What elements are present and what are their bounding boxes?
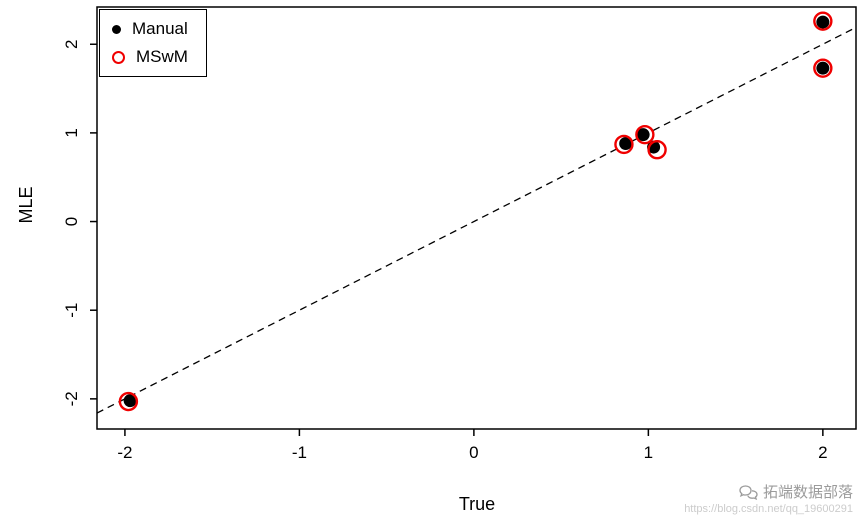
- svg-text:2: 2: [62, 40, 81, 49]
- manual-marker-icon: [112, 24, 121, 34]
- svg-text:1: 1: [644, 443, 653, 462]
- x-axis-title: True: [458, 494, 496, 514]
- svg-text:2: 2: [818, 443, 827, 462]
- legend: Manual MSwM: [99, 9, 207, 77]
- legend-item-manual: Manual: [112, 18, 188, 40]
- legend-item-mswm: MSwM: [112, 46, 188, 68]
- svg-text:0: 0: [469, 443, 478, 462]
- svg-text:-1: -1: [292, 443, 307, 462]
- svg-text:1: 1: [62, 128, 81, 137]
- legend-label-manual: Manual: [132, 19, 188, 38]
- legend-label-mswm: MSwM: [136, 47, 188, 66]
- watermark: 拓端数据部落 https://blog.csdn.net/qq_19600291: [684, 484, 853, 518]
- watermark-url: https://blog.csdn.net/qq_19600291: [684, 503, 853, 516]
- svg-text:-1: -1: [62, 303, 81, 318]
- watermark-brand: 拓端数据部落: [762, 483, 853, 501]
- svg-text:-2: -2: [117, 443, 132, 462]
- mswm-marker-icon: [112, 50, 125, 64]
- svg-text:-2: -2: [62, 391, 81, 406]
- chat-bubbles-icon: [739, 485, 758, 501]
- svg-text:0: 0: [62, 217, 81, 226]
- y-axis-title: MLE: [16, 186, 36, 224]
